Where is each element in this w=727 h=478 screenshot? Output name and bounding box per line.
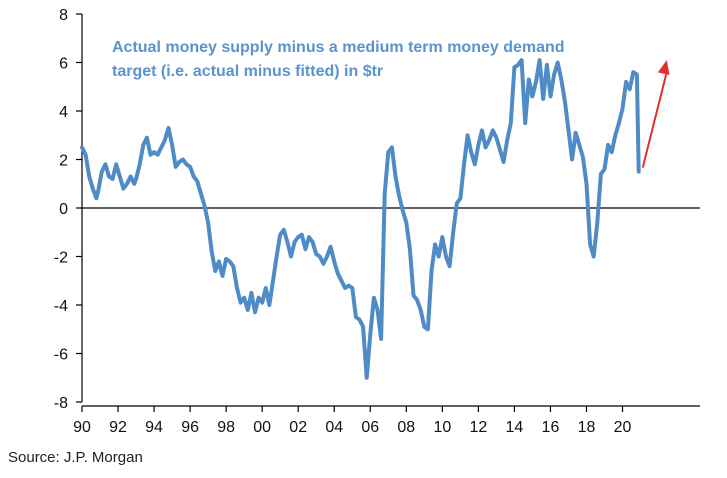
x-tick-label: 10 — [433, 419, 451, 436]
trend-arrow-shaft — [641, 71, 668, 168]
y-tick-label: 4 — [59, 104, 68, 121]
x-tick-label: 00 — [253, 419, 271, 436]
x-tick-label: 14 — [506, 419, 524, 436]
x-tick-label: 04 — [325, 419, 343, 436]
x-tick-label: 18 — [578, 419, 596, 436]
y-tick-label: 8 — [59, 7, 68, 24]
x-tick-label: 96 — [181, 419, 199, 436]
x-tick-label: 98 — [217, 419, 235, 436]
x-tick-label: 94 — [145, 419, 163, 436]
x-tick-label: 12 — [469, 419, 487, 436]
y-axis: 8 6 4 2 0 -2 -4 -6 -8 — [54, 7, 83, 412]
series-group — [80, 58, 641, 380]
source-label: Source: J.P. Morgan — [8, 449, 143, 466]
y-tick-label: 6 — [59, 56, 68, 73]
x-tick-label: 92 — [109, 419, 127, 436]
y-tick-label: -6 — [54, 347, 68, 364]
x-tick-label: 06 — [361, 419, 379, 436]
annotations — [641, 60, 670, 168]
x-tick-label: 02 — [289, 419, 307, 436]
x-tick-label: 16 — [542, 419, 560, 436]
y-tick-label: 2 — [59, 153, 68, 170]
chart-title-line-1: Actual money supply minus a medium term … — [112, 39, 565, 56]
chart-title-line-2: target (i.e. actual minus fitted) in $tr — [112, 63, 383, 80]
y-tick-label: -2 — [54, 250, 68, 267]
chart-title: Actual money supply minus a medium term … — [112, 39, 565, 80]
x-axis: 90 92 94 96 98 00 02 04 06 08 10 12 14 16 18 20 — [73, 207, 700, 436]
x-tick-label: 20 — [614, 419, 632, 436]
series-line-0 — [80, 58, 641, 380]
y-tick-label: -8 — [54, 395, 68, 412]
x-tick-label: 08 — [397, 419, 415, 436]
trend-arrow-head — [657, 60, 670, 76]
y-tick-label: -4 — [54, 298, 68, 315]
y-tick-label: 0 — [59, 201, 68, 218]
x-tick-label: 90 — [73, 419, 91, 436]
